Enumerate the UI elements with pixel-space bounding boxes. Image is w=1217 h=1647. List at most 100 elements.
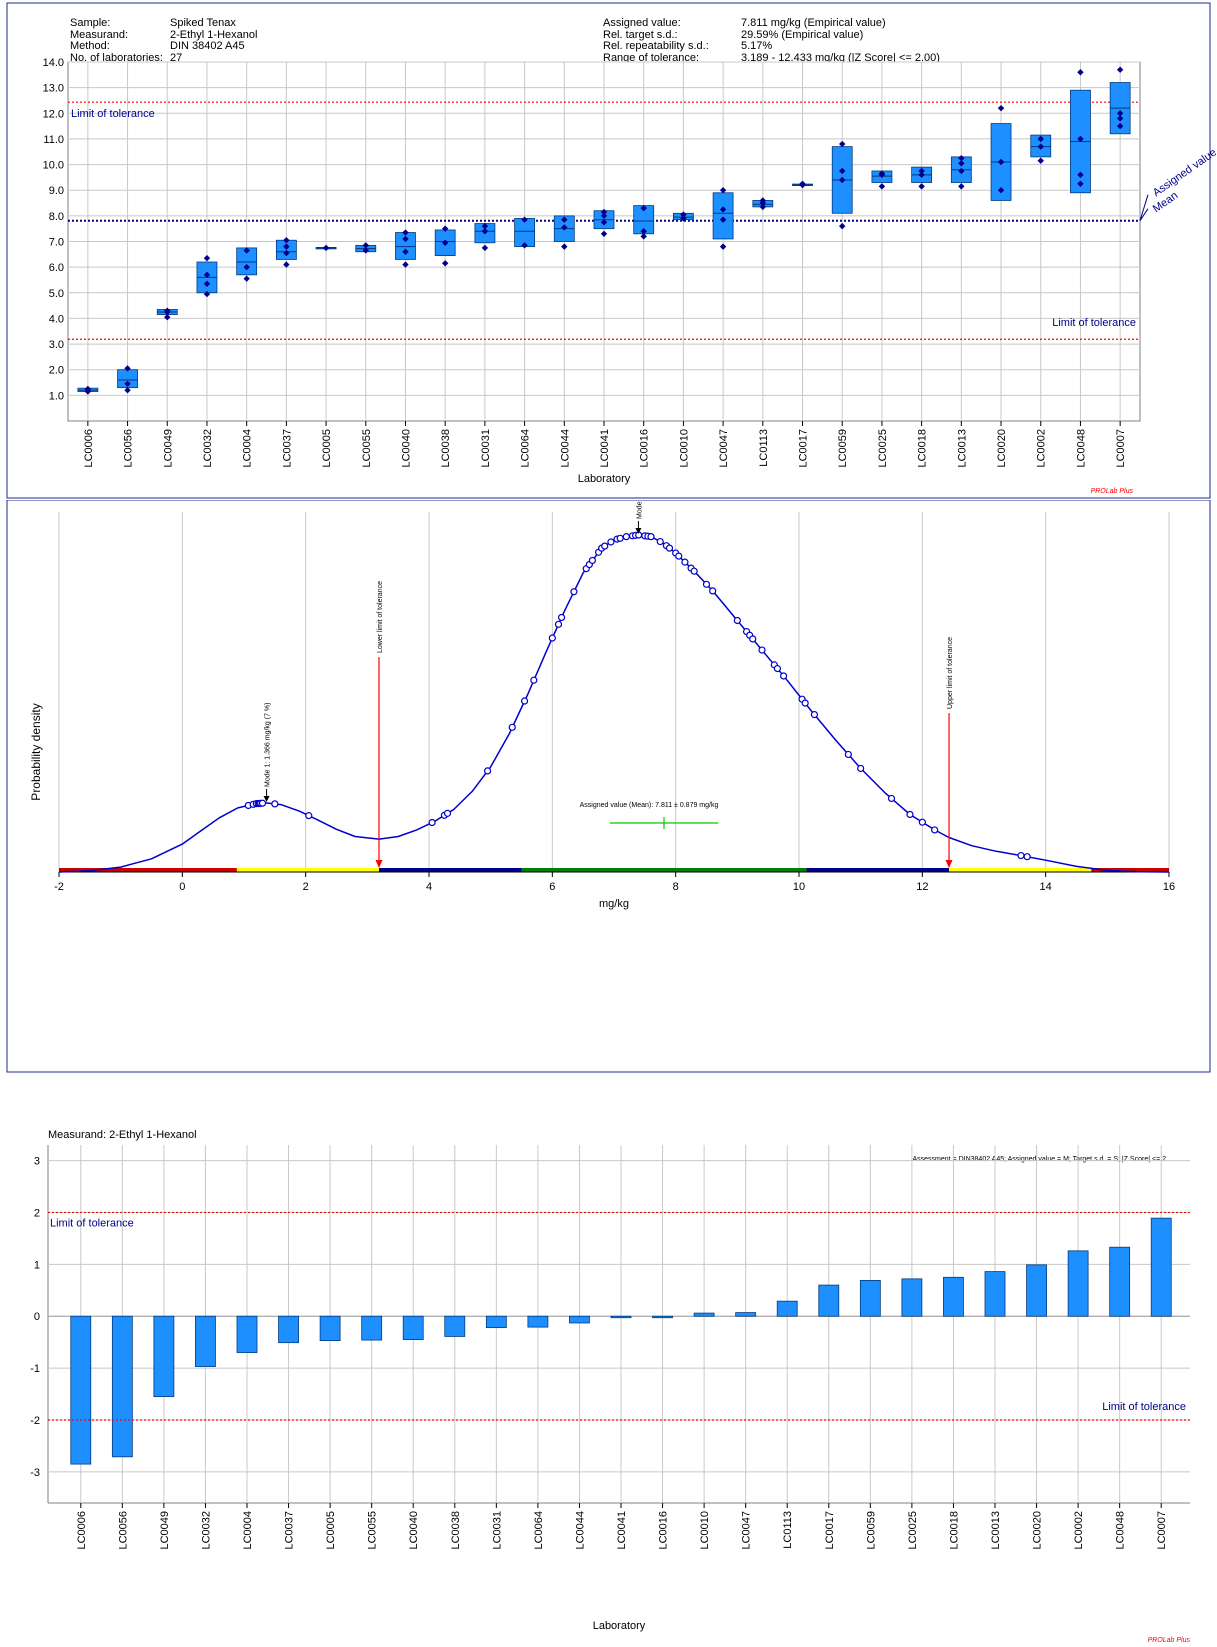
sample-point [548, 634, 556, 642]
result-point [997, 187, 1005, 194]
x-tick-label: 14 [1040, 881, 1052, 893]
x-tick-label: 0 [179, 881, 185, 893]
result-point [1116, 66, 1124, 73]
box-plot-chart: 1.0 2.0 3.0 4.0 5.0 6.0 7.0 8.0 9.0 10.0 11.0 12.0 1… [6, 2, 1217, 499]
result-point [441, 239, 449, 246]
result-point [243, 263, 250, 271]
sample-point [570, 588, 578, 596]
y-tick-label: 10.0 [43, 160, 64, 172]
zscore-bar [693, 1312, 715, 1317]
x-tick-label: LC0038 [450, 1511, 462, 1550]
result-point [839, 167, 846, 175]
x-tick-label: LC0020 [996, 429, 1008, 468]
zscore-chart: Measurand: 2-Ethyl 1-Hexanol Assessment =… [30, 1129, 1191, 1644]
result-point [164, 307, 171, 314]
x-tick-label: -2 [54, 881, 64, 893]
sample-point [647, 533, 655, 541]
result-point [203, 280, 211, 288]
x-axis-label: Laboratory [593, 1620, 646, 1632]
sample-point [520, 697, 529, 705]
x-tick-label: LC0002 [1073, 1511, 1085, 1550]
y-tick-label: -1 [30, 1363, 40, 1375]
result-point [1037, 143, 1044, 150]
chart-title: Measurand: 2-Ethyl 1-Hexanol [48, 1129, 197, 1141]
tolerance-band-segment [236, 868, 379, 872]
sample-point [773, 664, 782, 673]
x-tick-label: LC0049 [162, 429, 174, 468]
result-point [521, 242, 528, 249]
sample-point [607, 538, 615, 546]
result-point [640, 204, 647, 212]
x-tick-label: LC0037 [281, 429, 293, 468]
x-tick-label: LC0047 [718, 429, 730, 468]
result-point [243, 275, 250, 282]
sample-point [857, 764, 865, 773]
sample-point [305, 812, 313, 820]
y-tick-label: 9.0 [49, 185, 64, 197]
zscore-bar [278, 1315, 299, 1344]
header-label: Rel. repeatability s.d.: [603, 40, 709, 52]
zscore-bar [111, 1315, 133, 1458]
tolerance-arrowhead [945, 860, 953, 868]
zscore-bar [195, 1315, 216, 1367]
y-tick-label: 3.0 [49, 339, 64, 351]
x-tick-label: LC0040 [408, 1511, 420, 1550]
result-point [561, 216, 568, 223]
x-tick-label: LC0037 [284, 1511, 296, 1550]
x-tick-label: LC0013 [956, 429, 968, 468]
result-point [600, 212, 608, 220]
sample-point [656, 537, 664, 546]
zscore-bar [1026, 1264, 1047, 1317]
sample-point [271, 800, 279, 808]
result-point [600, 219, 608, 226]
header-value: DIN 38402 A45 [170, 40, 245, 52]
x-tick-label: LC0005 [325, 1511, 337, 1550]
header-label: Range of tolerance: [603, 51, 700, 64]
sample-point [616, 534, 624, 542]
header-label: No. of laboratories: [70, 51, 163, 64]
result-point [1116, 122, 1124, 130]
x-tick-label: LC0032 [202, 429, 214, 468]
result-point [124, 365, 131, 372]
x-tick-label: LC0006 [76, 1511, 88, 1550]
x-tick-label: LC0025 [907, 1511, 919, 1550]
zscore-bar [70, 1315, 92, 1465]
result-point [839, 176, 846, 184]
result-point [402, 229, 409, 236]
result-point [441, 260, 449, 267]
sample-point [810, 710, 819, 719]
result-point [84, 385, 92, 393]
x-tick-label: LC0031 [491, 1511, 503, 1550]
zscore-bar [859, 1280, 881, 1317]
sample-point [428, 818, 436, 827]
y-axis-label: Probability density [29, 703, 43, 800]
y-tick-label: 14.0 [43, 57, 64, 69]
result-point [997, 158, 1005, 166]
result-point [362, 242, 369, 249]
x-tick-label: 12 [916, 881, 928, 893]
lower-tolerance-label: Limit of tolerance [1052, 317, 1136, 329]
header-value: 7.811 mg/kg (Empirical value) [741, 17, 886, 29]
sample-point [554, 620, 563, 628]
sample-point [665, 544, 674, 552]
y-tick-label: 4.0 [49, 313, 64, 325]
sample-point [622, 533, 630, 541]
box-plot-panel: Sample: Measurand: Method: No. of labora… [0, 0, 1217, 500]
sample-point [709, 587, 717, 595]
result-point [1077, 180, 1084, 188]
result-point [918, 167, 925, 175]
result-point [243, 247, 250, 254]
x-tick-label: LC0044 [559, 429, 571, 468]
result-point [918, 171, 925, 179]
result-point [1116, 110, 1124, 117]
y-tick-label: 11.0 [43, 134, 64, 146]
header-value: 2-Ethyl 1-Hexanol [170, 28, 258, 41]
x-tick-label: LC0018 [948, 1511, 960, 1550]
tolerance-band-segment [949, 868, 1092, 872]
header-label: Assigned value: [603, 17, 681, 29]
x-tick-label: LC0047 [741, 1511, 753, 1550]
result-point [283, 243, 290, 250]
mode-arrowhead [263, 795, 270, 802]
x-tick-label: LC0017 [824, 1511, 836, 1550]
brand-logo-text: PROLab Plus [1148, 1637, 1191, 1644]
